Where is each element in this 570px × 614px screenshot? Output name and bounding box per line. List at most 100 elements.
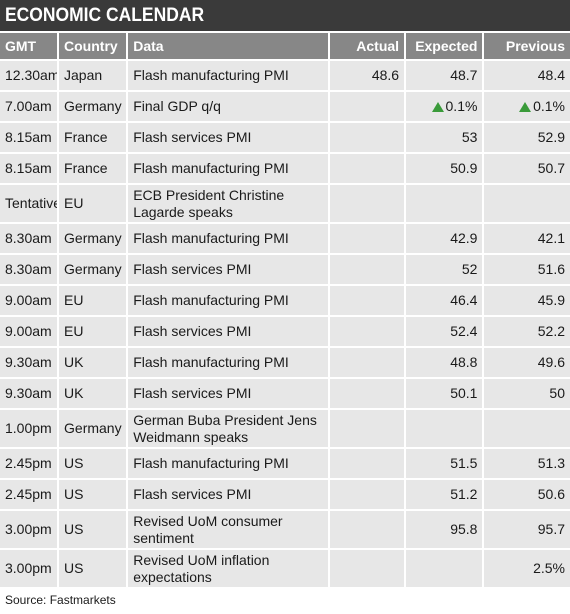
table-row: 8.30am Germany Flash manufacturing PMI 42.9… bbox=[0, 224, 570, 253]
cell-data-text: Revised UoM inflation expectations bbox=[133, 551, 270, 585]
cell-data-text: Flash manufacturing PMI bbox=[133, 455, 289, 471]
cell-data: Flash services PMI bbox=[128, 317, 328, 346]
cell-country: US bbox=[59, 480, 127, 509]
cell-expected-text: 95.8 bbox=[450, 521, 478, 537]
cell-previous: 50.7 bbox=[484, 154, 570, 183]
cell-previous bbox=[484, 185, 570, 222]
cell-previous-text: 50 bbox=[549, 385, 565, 401]
cell-country: US bbox=[59, 449, 127, 478]
cell-country-text: Germany bbox=[64, 230, 122, 246]
cell-expected-text: 52.4 bbox=[450, 323, 478, 339]
cell-gmt-text: 3.00pm bbox=[5, 521, 52, 537]
cell-expected bbox=[406, 550, 483, 587]
cell-expected-text: 0.1% bbox=[445, 98, 478, 114]
cell-data: Flash manufacturing PMI bbox=[128, 286, 328, 315]
cell-data-text: Flash manufacturing PMI bbox=[133, 354, 289, 370]
cell-country: UK bbox=[59, 379, 127, 408]
cell-gmt-text: 12.30am bbox=[5, 67, 58, 83]
cell-previous: 50 bbox=[484, 379, 570, 408]
cell-country-text: France bbox=[64, 129, 108, 145]
cell-data-text: Flash services PMI bbox=[133, 129, 252, 145]
cell-expected: 46.4 bbox=[406, 286, 483, 315]
table-row: 9.00am EU Flash manufacturing PMI 46.4 45.9 bbox=[0, 286, 570, 315]
cell-gmt-text: 1.00pm bbox=[5, 420, 52, 436]
cell-expected-text: 51.2 bbox=[450, 486, 478, 502]
cell-country: Japan bbox=[59, 61, 127, 90]
cell-previous: 0.1% bbox=[484, 92, 570, 121]
table-row: 8.15am France Flash manufacturing PMI 50.9 5… bbox=[0, 154, 570, 183]
cell-expected bbox=[406, 410, 483, 447]
cell-previous-text: 51.6 bbox=[537, 261, 565, 277]
cell-country: US bbox=[59, 511, 127, 548]
cell-data-text: ECB President Christine Lagarde speaks bbox=[133, 186, 285, 220]
cell-actual bbox=[329, 550, 405, 587]
cell-data: Flash manufacturing PMI bbox=[128, 154, 328, 183]
cell-actual bbox=[329, 480, 405, 509]
cell-previous-text: 0.1% bbox=[533, 98, 565, 114]
cell-country-text: EU bbox=[64, 323, 84, 339]
cell-gmt: 1.00pm bbox=[0, 410, 58, 447]
cell-gmt: Tentative bbox=[0, 185, 58, 222]
cell-expected: 52.4 bbox=[406, 317, 483, 346]
cell-previous-text: 52.9 bbox=[537, 129, 565, 145]
cell-gmt-text: 7.00am bbox=[5, 98, 52, 114]
cell-gmt: 12.30am bbox=[0, 61, 58, 90]
cell-country: France bbox=[59, 154, 127, 183]
cell-data-text: Flash manufacturing PMI bbox=[133, 67, 289, 83]
cell-data-text: Flash services PMI bbox=[133, 261, 252, 277]
cell-actual-text: 48.6 bbox=[371, 67, 400, 83]
cell-gmt: 2.45pm bbox=[0, 449, 58, 478]
cell-data: Final GDP q/q bbox=[128, 92, 328, 121]
cell-expected-text: 53 bbox=[461, 129, 478, 145]
cell-country: Germany bbox=[59, 224, 127, 253]
cell-country-text: Japan bbox=[64, 67, 103, 83]
cell-country: Germany bbox=[59, 410, 127, 447]
cell-gmt: 8.15am bbox=[0, 123, 58, 152]
cell-data: Flash services PMI bbox=[128, 123, 328, 152]
cell-country-text: Germany bbox=[64, 420, 122, 436]
cell-previous: 48.4 bbox=[484, 61, 570, 90]
cell-expected-text: 48.7 bbox=[450, 67, 478, 83]
cell-country: US bbox=[59, 550, 127, 587]
cell-expected: 48.7 bbox=[406, 61, 483, 90]
cell-country-text: US bbox=[64, 486, 84, 502]
calendar-table: GMT Country Data Actual Expected Previou… bbox=[0, 31, 570, 589]
cell-gmt: 8.15am bbox=[0, 154, 58, 183]
cell-country: EU bbox=[59, 317, 127, 346]
cell-gmt-text: 8.15am bbox=[5, 160, 52, 176]
table-header-row: GMT Country Data Actual Expected Previou… bbox=[0, 33, 570, 59]
cell-data: Revised UoM consumer sentiment bbox=[128, 511, 328, 548]
cell-expected: 42.9 bbox=[406, 224, 483, 253]
cell-country: Germany bbox=[59, 255, 127, 284]
cell-previous: 52.9 bbox=[484, 123, 570, 152]
cell-gmt: 7.00am bbox=[0, 92, 58, 121]
col-header-country: Country bbox=[59, 33, 127, 59]
cell-expected: 50.1 bbox=[406, 379, 483, 408]
cell-country: Germany bbox=[59, 92, 127, 121]
cell-data-text: Flash manufacturing PMI bbox=[133, 292, 289, 308]
cell-gmt-text: 9.00am bbox=[5, 292, 52, 308]
cell-expected-text: 48.8 bbox=[450, 354, 478, 370]
table-row: 2.45pm US Flash manufacturing PMI 51.5 51.3 bbox=[0, 449, 570, 478]
cell-gmt: 9.00am bbox=[0, 317, 58, 346]
col-header-gmt: GMT bbox=[0, 33, 58, 59]
cell-gmt-text: 9.30am bbox=[5, 354, 52, 370]
cell-previous-text: 2.5% bbox=[533, 560, 565, 576]
cell-gmt: 8.30am bbox=[0, 224, 58, 253]
cell-actual: 48.6 bbox=[329, 61, 405, 90]
table-row: Tentative EU ECB President Christine Lagar… bbox=[0, 185, 570, 222]
cell-previous bbox=[484, 410, 570, 447]
cell-country-text: Germany bbox=[64, 98, 122, 114]
cell-data: German Buba President Jens Weidmann spea… bbox=[128, 410, 328, 447]
cell-previous: 50.6 bbox=[484, 480, 570, 509]
cell-data: Revised UoM inflation expectations bbox=[128, 550, 328, 587]
cell-gmt: 9.00am bbox=[0, 286, 58, 315]
cell-actual bbox=[329, 449, 405, 478]
table-row: 12.30am Japan Flash manufacturing PMI 48.6 4… bbox=[0, 61, 570, 90]
cell-gmt-text: 3.00pm bbox=[5, 560, 52, 576]
cell-data: Flash manufacturing PMI bbox=[128, 449, 328, 478]
cell-expected: 53 bbox=[406, 123, 483, 152]
cell-previous-text: 45.9 bbox=[537, 292, 565, 308]
cell-gmt-text: 8.15am bbox=[5, 129, 52, 145]
cell-gmt-text: 8.30am bbox=[5, 261, 52, 277]
